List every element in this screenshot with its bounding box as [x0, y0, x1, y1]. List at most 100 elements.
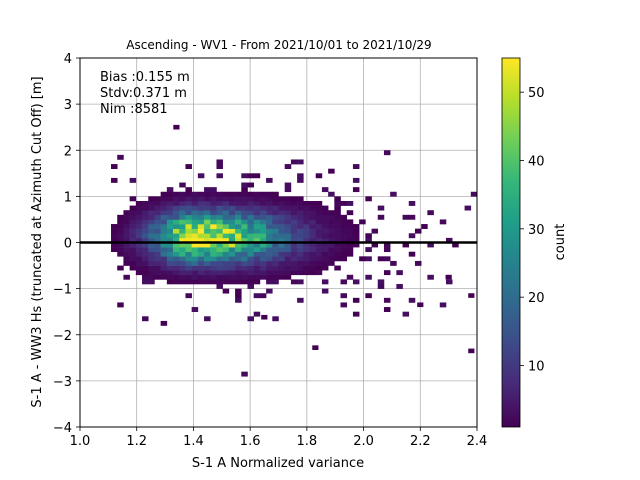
histogram-bin [129, 237, 137, 243]
histogram-bin [383, 307, 391, 312]
histogram-bin [191, 214, 199, 220]
histogram-bin [148, 265, 155, 271]
histogram-bin [309, 233, 317, 239]
histogram-bin [315, 205, 323, 211]
histogram-bin [154, 260, 161, 266]
histogram-bin [241, 173, 248, 179]
histogram-bin [142, 205, 149, 211]
histogram-bin [321, 265, 329, 271]
y-axis: 4 3 2 1 0 −1 −2 −3 −4 [53, 52, 80, 436]
histogram-bin [259, 224, 267, 229]
plot-area [79, 57, 478, 428]
histogram-bin [216, 237, 223, 243]
histogram-bin [210, 247, 217, 253]
histogram-bin [123, 274, 130, 280]
histogram-bin [303, 270, 310, 276]
histogram-bin [204, 260, 211, 266]
histogram-bin [173, 237, 180, 243]
histogram-bin [210, 200, 217, 206]
histogram-bin [210, 274, 217, 280]
histogram-bin [117, 154, 124, 160]
histogram-bin [179, 214, 186, 220]
histogram-bin [179, 274, 186, 280]
histogram-bin [160, 233, 168, 239]
histogram-bin [340, 224, 348, 229]
histogram-bin [228, 219, 236, 225]
histogram-bin [259, 247, 267, 253]
histogram-bin [272, 219, 279, 225]
histogram-bin [266, 256, 273, 262]
histogram-bin [166, 270, 174, 276]
histogram-bin [235, 251, 242, 257]
histogram-bin [290, 256, 298, 262]
histogram-bin [445, 237, 453, 243]
histogram-bin [321, 279, 329, 285]
histogram-bin [470, 191, 478, 197]
histogram-bin [359, 219, 366, 225]
histogram-bin [204, 196, 211, 202]
histogram-bin [142, 265, 149, 271]
histogram-bin [334, 265, 341, 271]
histogram-bin [185, 219, 192, 225]
histogram-bin [111, 177, 118, 183]
histogram-bin [315, 270, 323, 276]
histogram-bin [439, 219, 447, 225]
histogram-bin [297, 173, 304, 179]
histogram-bin [185, 228, 192, 234]
histogram-bin [216, 270, 223, 276]
histogram-bin [210, 279, 217, 285]
histogram-bin [166, 279, 174, 285]
histogram-bin [309, 270, 317, 276]
histogram-bin [210, 265, 217, 271]
histogram-bin [334, 205, 341, 211]
histogram-bin [253, 293, 261, 299]
histogram-bin [129, 228, 137, 234]
histogram-bin [414, 228, 422, 234]
histogram-bin [303, 265, 310, 271]
histogram-bin [321, 214, 329, 220]
histogram-bin [253, 256, 261, 262]
histogram-bin [272, 214, 279, 220]
histogram-bin [197, 205, 205, 211]
histogram-bin [216, 205, 223, 211]
histogram-bin [222, 260, 230, 266]
histogram-bin [259, 210, 267, 216]
histogram-bin [297, 233, 304, 239]
histogram-bin [261, 314, 268, 320]
histogram-bin [259, 274, 267, 280]
histogram-bin [166, 265, 174, 271]
histogram-bin [390, 260, 397, 266]
histogram-bin [166, 256, 174, 262]
histogram-bin [197, 251, 205, 257]
histogram-bin [290, 233, 298, 239]
histogram-bin [191, 219, 199, 225]
histogram-bin [148, 210, 155, 216]
histogram-bin [222, 200, 230, 206]
histogram-bin [235, 270, 242, 276]
histogram-bin [222, 251, 230, 257]
histogram-bin [278, 196, 286, 202]
histogram-bin [210, 242, 217, 248]
histogram-bin [297, 205, 304, 211]
histogram-bin [278, 274, 286, 280]
histogram-bin [185, 274, 192, 280]
histogram-bin [247, 256, 254, 262]
histogram-bin [235, 260, 242, 266]
histogram-bin [315, 233, 323, 239]
histogram-bin [309, 256, 317, 262]
histogram-bin [228, 256, 236, 262]
histogram-bin [253, 251, 261, 257]
histogram-bin [160, 256, 168, 262]
histogram-bin [228, 200, 236, 206]
histogram-bin [160, 251, 168, 257]
histogram-bin [321, 288, 329, 294]
histogram-bin [185, 256, 192, 262]
histogram-bin [235, 200, 242, 206]
histogram-bin [216, 251, 223, 257]
histogram-bin [185, 187, 192, 193]
histogram-bin [266, 270, 273, 276]
histogram-bin [259, 270, 267, 276]
histogram-bin [191, 251, 199, 257]
histogram-bin [129, 224, 137, 229]
histogram-bin [241, 224, 248, 229]
